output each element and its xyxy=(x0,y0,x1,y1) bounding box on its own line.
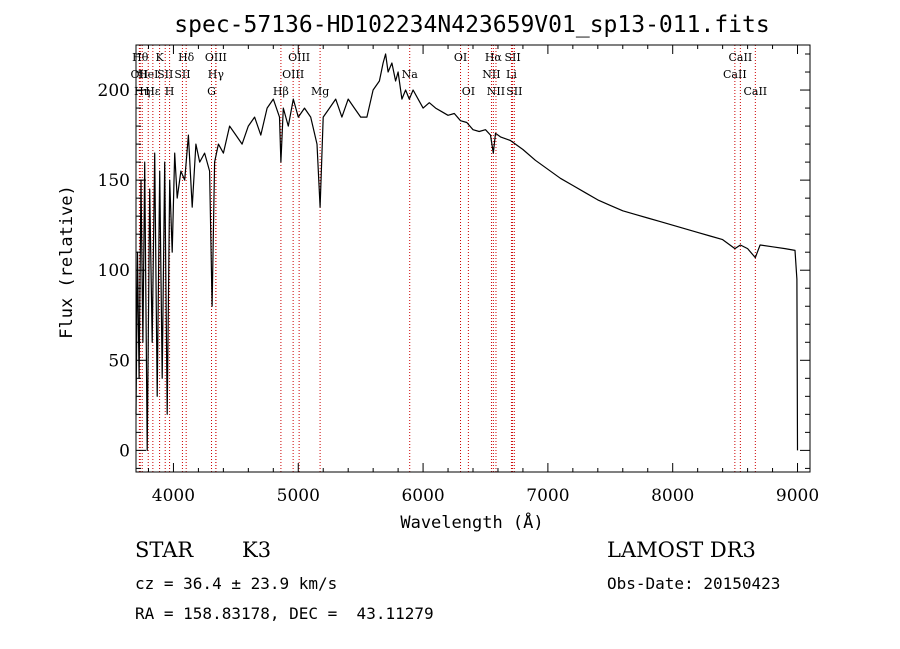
x-tick-label-2: 6000 xyxy=(401,486,444,506)
y-tick-label-2: 100 xyxy=(98,261,130,281)
x-axis-label: Wavelength (Å) xyxy=(400,511,543,533)
line-label-8: Hδ xyxy=(178,51,195,64)
line-label-10: OIII xyxy=(205,51,227,64)
y-axis-label: Flux (relative) xyxy=(57,185,77,339)
line-label-14: OIII xyxy=(288,51,310,64)
observation-date: Obs-Date: 20150423 xyxy=(607,574,781,593)
line-label-19: OI xyxy=(462,85,475,98)
line-label-21: NII xyxy=(482,68,500,81)
line-label-18: OI xyxy=(454,51,467,64)
line-label-16: Mg xyxy=(311,85,329,98)
line-label-1: OII xyxy=(131,68,149,81)
line-label-24: Li xyxy=(506,68,517,81)
line-label-4: Hε xyxy=(145,85,161,98)
line-label-20: Hα xyxy=(485,51,503,64)
y-axis: 0 50 100 150 200 xyxy=(98,53,810,469)
x-tick-label-4: 8000 xyxy=(651,486,694,506)
line-label-0: Hθ xyxy=(132,51,149,64)
x-axis: 4000 5000 6000 7000 8000 9000 xyxy=(147,45,819,506)
redshift-readout: cz = 36.4 ± 23.9 km/s xyxy=(135,574,338,593)
y-tick-label-4: 200 xyxy=(98,81,130,101)
x-tick-label-5: 9000 xyxy=(776,486,819,506)
line-label-11: Hγ xyxy=(208,68,225,81)
y-tick-label-0: 0 xyxy=(119,441,130,461)
line-label-6: SII xyxy=(157,68,173,81)
line-label-15: OIII xyxy=(282,68,304,81)
x-tick-label-0: 4000 xyxy=(152,486,195,506)
coordinates-readout: RA = 158.83178, DEC = 43.11279 xyxy=(135,604,434,623)
object-class: STAR xyxy=(135,538,194,562)
survey-name: LAMOST DR3 xyxy=(607,538,756,562)
line-label-23: SII xyxy=(504,51,520,64)
spectral-line-labels: Hθ OII Hη HeI Hε K SII H Hδ SII OIII Hγ G Hβ OIII OIII M… xyxy=(131,51,768,98)
object-subclass: K3 xyxy=(242,538,272,562)
chart-title: spec-57136-HD102234N423659V01_sp13-011.f… xyxy=(174,12,769,38)
line-label-13: Hβ xyxy=(273,85,289,98)
line-label-7: H xyxy=(165,85,175,98)
line-label-28: CaII xyxy=(743,85,767,98)
series-flux xyxy=(135,53,799,451)
y-tick-label-3: 150 xyxy=(98,171,130,191)
x-tick-label-1: 5000 xyxy=(277,486,320,506)
spectral-line-markers xyxy=(138,45,756,472)
line-label-5: K xyxy=(155,51,164,64)
y-tick-label-1: 50 xyxy=(108,351,130,371)
line-label-3: HeI xyxy=(138,68,158,81)
line-label-25: SII xyxy=(506,85,522,98)
line-label-9: SII xyxy=(174,68,190,81)
line-label-17: Na xyxy=(402,68,419,81)
line-label-2: Hη xyxy=(134,85,150,98)
line-label-22: NII xyxy=(487,85,505,98)
line-label-12: G xyxy=(207,85,216,98)
series-layer xyxy=(135,53,799,451)
line-label-27: CaII xyxy=(723,68,747,81)
line-label-26: CaII xyxy=(729,51,753,64)
x-tick-label-3: 7000 xyxy=(526,486,569,506)
plot-frame xyxy=(135,44,811,473)
